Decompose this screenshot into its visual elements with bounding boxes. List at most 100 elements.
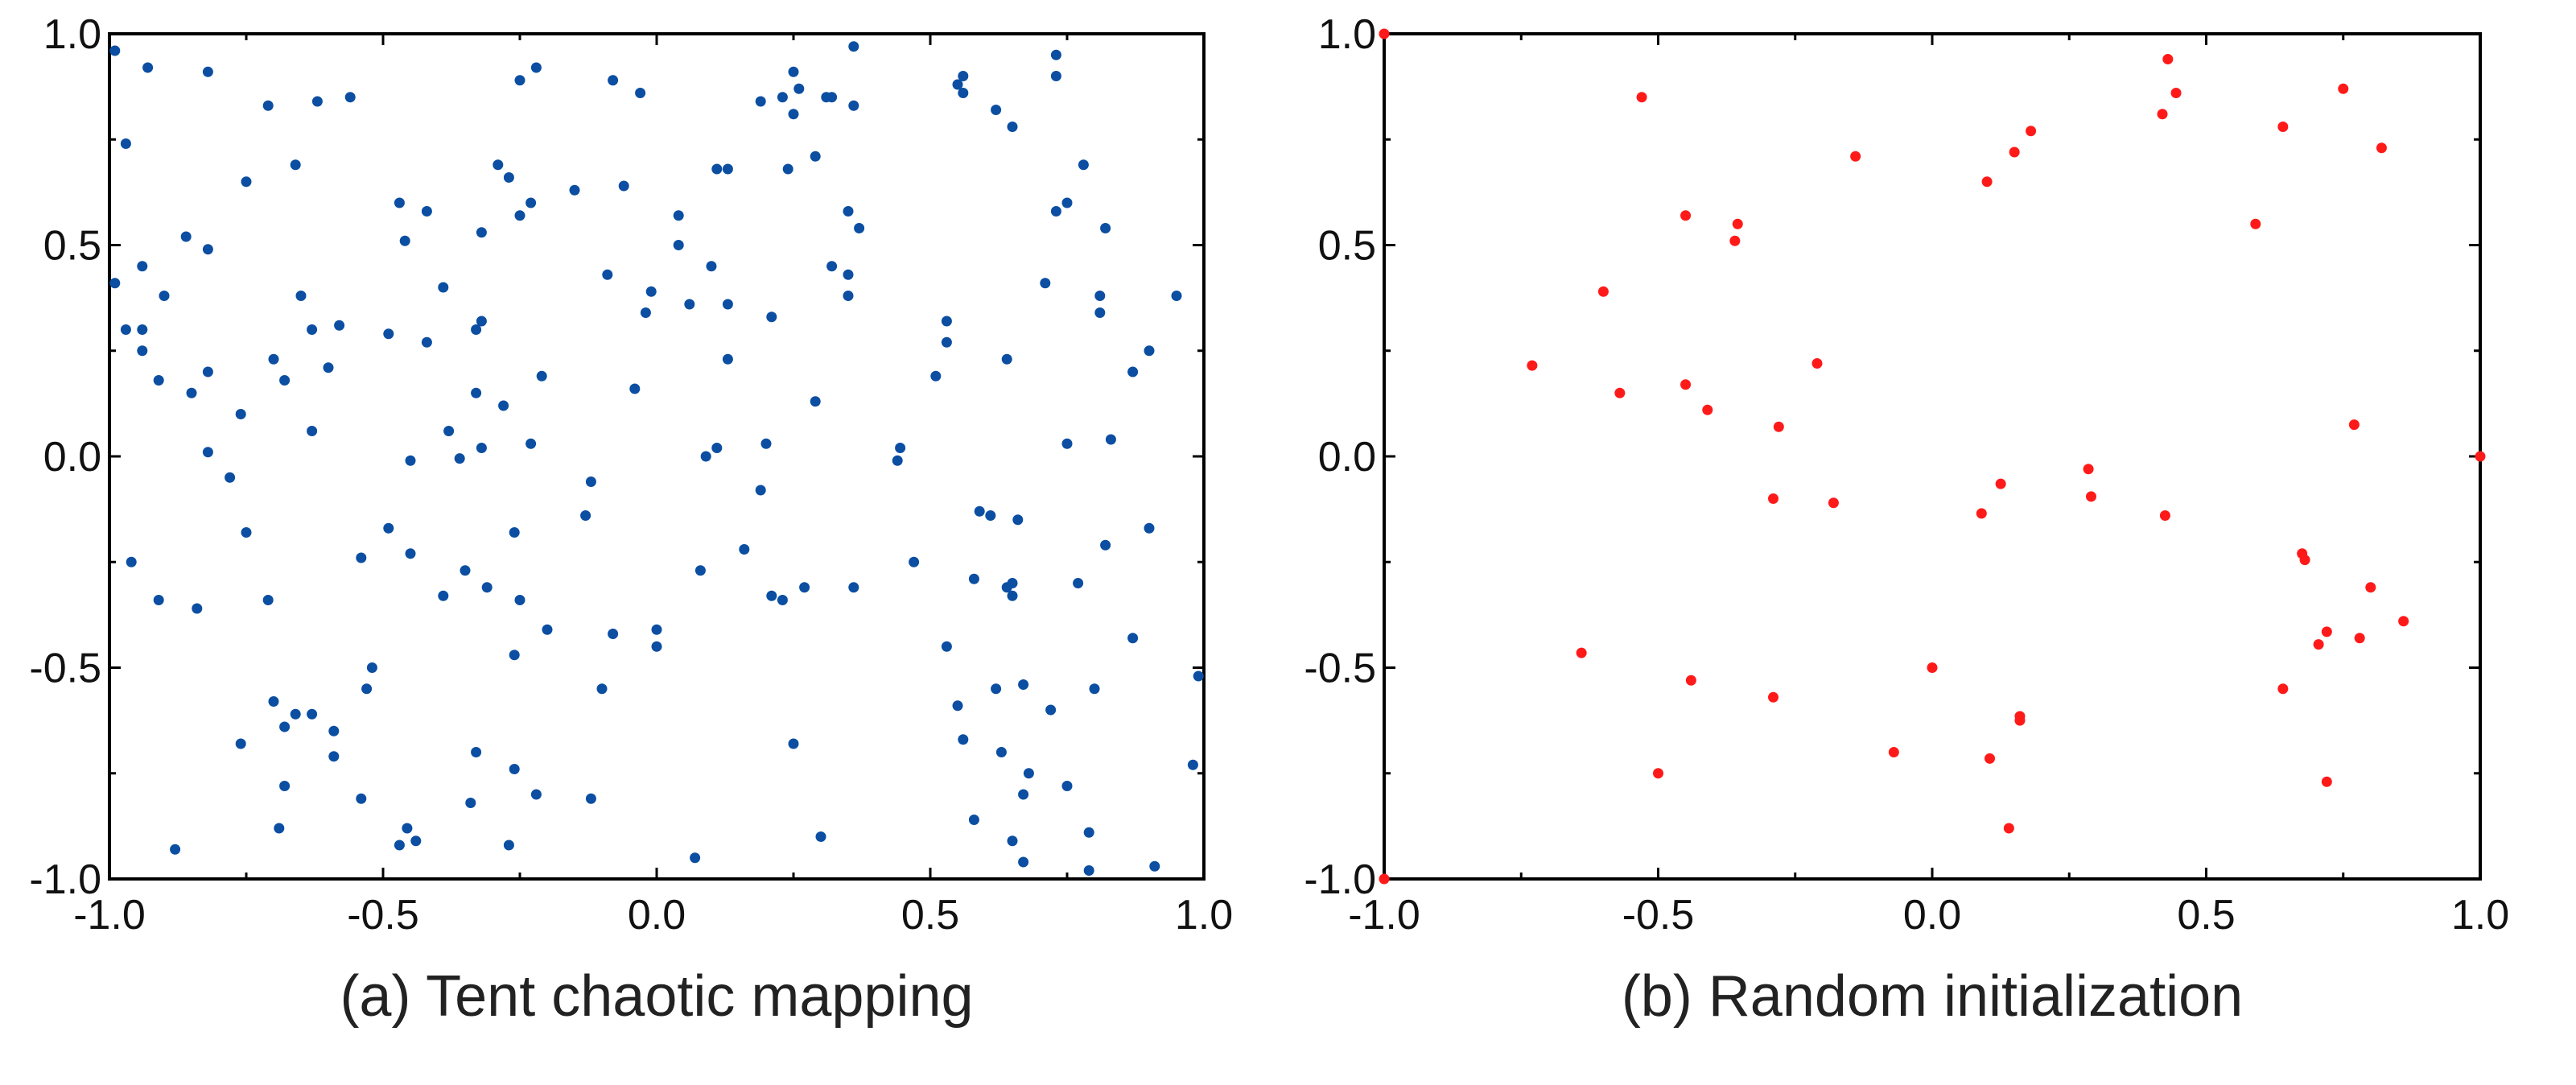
data-point (126, 556, 137, 567)
data-point (1012, 514, 1024, 526)
data-point (2277, 122, 2289, 132)
data-point (1078, 159, 1089, 171)
chart-title: (b) Random initialization (1622, 964, 2243, 1029)
data-point (941, 316, 952, 327)
data-point (788, 738, 799, 749)
data-point (2398, 616, 2409, 627)
data-point (2365, 582, 2376, 593)
data-point (383, 522, 394, 534)
data-point (262, 595, 274, 605)
data-point (514, 75, 526, 86)
data-point (941, 336, 952, 348)
data-point (1105, 434, 1116, 445)
data-point (170, 844, 181, 855)
data-point (1040, 278, 1051, 289)
data-point (1007, 835, 1018, 847)
data-point (1023, 768, 1034, 779)
data-point (323, 362, 334, 373)
data-point (1007, 578, 1018, 588)
data-point (186, 387, 197, 398)
data-point (766, 311, 777, 323)
data-point (2157, 109, 2168, 120)
data-point (694, 565, 706, 576)
y-tick-label: -1.0 (1304, 856, 1376, 903)
data-point (137, 345, 148, 357)
data-point (399, 235, 410, 246)
data-point (1094, 307, 1106, 318)
data-point (180, 231, 192, 242)
data-point (153, 595, 164, 605)
data-point (1187, 759, 1198, 770)
data-point (1018, 856, 1029, 868)
data-point (2003, 823, 2014, 834)
data-point (493, 159, 504, 171)
data-point (777, 595, 788, 605)
data-point (596, 683, 608, 695)
data-point (1576, 647, 1587, 658)
data-point (810, 396, 821, 407)
data-point (279, 721, 291, 732)
data-point (1045, 704, 1057, 716)
data-point (290, 159, 301, 171)
data-point (1768, 691, 1779, 703)
data-point (142, 62, 154, 73)
data-point (2475, 451, 2486, 462)
data-point (2159, 510, 2170, 521)
data-point (635, 88, 646, 98)
data-point (460, 565, 471, 576)
data-point (1144, 522, 1155, 534)
data-point (1976, 508, 1987, 519)
data-point (673, 210, 684, 221)
data-point (307, 708, 318, 720)
data-point (722, 299, 733, 310)
data-point (2277, 683, 2289, 695)
data-point (930, 370, 942, 382)
data-point (1379, 873, 1390, 885)
data-point (958, 71, 969, 81)
data-point (651, 641, 662, 652)
y-tick-label: 0.0 (43, 434, 101, 481)
data-point (526, 438, 537, 449)
data-point (640, 307, 651, 318)
data-point (344, 92, 356, 103)
data-point (120, 138, 131, 149)
y-tick-label: -0.5 (1304, 646, 1376, 692)
data-point (120, 324, 131, 335)
data-point (356, 793, 367, 804)
data-point (700, 451, 711, 462)
data-point (1927, 662, 1938, 673)
data-point (421, 206, 432, 217)
data-point (760, 438, 772, 449)
data-point (1685, 675, 1696, 686)
data-point (1995, 478, 2006, 489)
data-point (465, 798, 476, 808)
plot-frame (1383, 32, 2482, 881)
data-point (471, 747, 482, 757)
x-tick-label: 1.0 (1175, 892, 1233, 939)
y-tick-label: 0.5 (1318, 223, 1376, 270)
data-point (536, 370, 547, 382)
data-point (2026, 126, 2037, 137)
data-point (711, 443, 723, 453)
data-point (1094, 291, 1106, 301)
data-point (755, 96, 766, 107)
data-point (1127, 633, 1139, 644)
data-point (974, 505, 985, 517)
data-point (2009, 146, 2020, 158)
data-point (1614, 387, 1626, 398)
data-point (1193, 670, 1204, 682)
data-point (848, 582, 859, 593)
data-point (410, 835, 422, 847)
data-point (1985, 753, 1996, 764)
data-point (1100, 539, 1111, 551)
data-point (509, 527, 520, 538)
data-point (585, 476, 596, 487)
data-point (262, 100, 274, 111)
data-point (443, 426, 455, 436)
data-point (383, 328, 394, 340)
data-point (241, 527, 252, 538)
data-point (645, 286, 657, 297)
data-point (952, 79, 963, 90)
data-point (1773, 421, 1784, 432)
